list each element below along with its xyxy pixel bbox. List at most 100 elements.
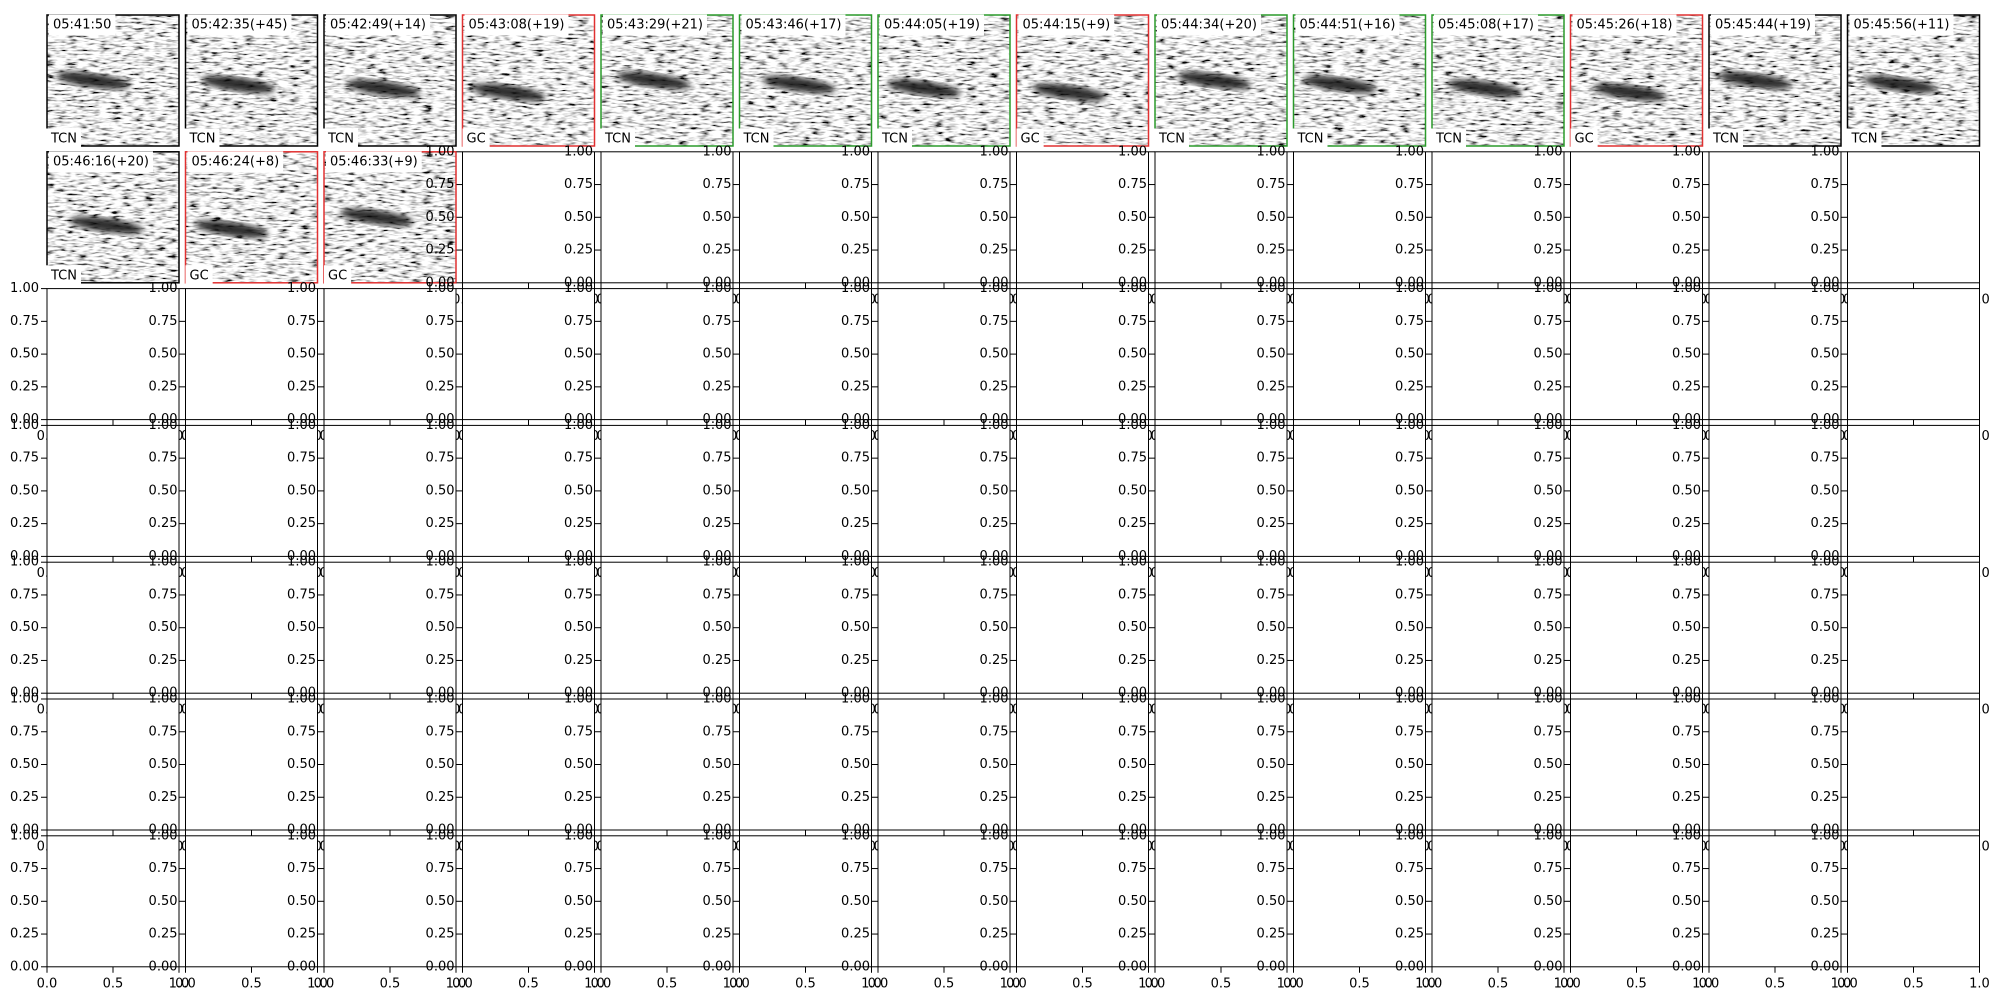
y-tick-label: 1.00 [1257,828,1286,843]
y-tick-label: 0.50 [426,894,455,909]
panel-label-box [1846,128,1882,150]
y-tick-label: 0.75 [1672,724,1701,739]
axes-frame [1293,424,1426,557]
panel-title: 05:45:56(+11) [1854,18,1950,33]
y-tick-label: 1.00 [841,555,870,570]
y-tick-label: 1.00 [1672,828,1701,843]
y-tick-label: 0.75 [287,451,316,466]
y-tick-label: 0.25 [287,927,316,942]
y-tick-label: 1.00 [564,281,593,296]
y-tick-label: 0.75 [841,861,870,876]
panel-title: 05:45:26(+18) [1577,18,1673,33]
panel-title: 05:43:29(+21) [607,18,703,33]
y-tick-label: 1.00 [287,281,316,296]
y-tick-label: 0.00 [1811,959,1840,974]
y-tick-label: 0.75 [1257,451,1286,466]
y-tick-label: 1.00 [564,144,593,159]
y-tick-label: 0.75 [980,861,1009,876]
y-tick-label: 0.25 [10,516,39,531]
y-tick-label: 0.50 [1395,757,1424,772]
panel-title: 05:43:46(+17) [746,18,842,33]
empty-axes: 0.000.250.500.751.000.00.51.0 [1534,281,1713,444]
x-tick-label: 1.0 [446,976,467,991]
axes-frame [877,151,1011,284]
axes-frame [462,561,595,694]
y-tick-label: 0.00 [149,686,178,701]
y-tick-label: 0.50 [1672,347,1701,362]
axes-frame [1708,835,1842,968]
y-tick-label: 0.75 [1395,724,1424,739]
y-tick-label: 0.50 [1811,210,1840,225]
spectrogram-image [1847,15,1980,146]
y-tick-label: 1.00 [564,692,593,707]
y-tick-label: 0.75 [149,451,178,466]
y-tick-label: 0.00 [287,412,316,427]
y-tick-label: 1.00 [1395,692,1424,707]
axes-frame [1016,288,1149,421]
y-tick-label: 0.50 [980,620,1009,635]
y-tick-label: 1.00 [10,281,39,296]
axes-frame [739,424,872,557]
y-tick-label: 0.75 [1395,177,1424,192]
y-tick-label: 0.75 [1672,314,1701,329]
x-tick-label: 0.5 [1903,976,1924,991]
y-tick-label: 0.00 [10,823,39,838]
axes-frame [877,698,1011,831]
y-tick-label: 1.00 [1118,692,1147,707]
y-tick-label: 1.00 [287,692,316,707]
y-tick-label: 1.00 [1811,418,1840,433]
axes-frame [877,835,1011,968]
y-tick-label: 0.75 [426,314,455,329]
signal-blob [472,83,546,101]
y-tick-label: 0.25 [1395,516,1424,531]
y-tick-label: 0.00 [841,412,870,427]
panel-label-box [185,265,213,287]
y-tick-label: 0.50 [1118,620,1147,635]
axes-frame [1708,151,1842,284]
y-tick-label: 0.00 [1395,412,1424,427]
panel-title: 05:46:33(+9) [330,154,418,169]
y-tick-label: 1.00 [1257,555,1286,570]
y-tick-label: 0.00 [841,823,870,838]
panel-title: 05:44:05(+19) [884,18,980,33]
panel-label-box [323,128,358,150]
y-tick-label: 0.75 [1534,177,1563,192]
y-tick-label: 0.25 [1811,653,1840,668]
empty-axes: 0.000.250.500.751.000.00.51.0 [1118,418,1297,581]
y-tick-label: 0.25 [1672,790,1701,805]
y-tick-label: 1.00 [1534,418,1563,433]
y-tick-label: 1.00 [1118,418,1147,433]
spectrogram-panel: 05:43:46(+17) TCN [738,14,873,150]
y-tick-label: 1.00 [426,418,455,433]
y-tick-label: 0.50 [1534,894,1563,909]
y-tick-label: 0.00 [1534,275,1563,290]
y-tick-label: 0.00 [1672,959,1701,974]
axes-frame [1570,288,1703,421]
y-tick-label: 0.25 [149,790,178,805]
axes-frame [1016,698,1149,831]
y-tick-label: 1.00 [287,555,316,570]
y-tick-label: 0.50 [841,483,870,498]
y-tick-label: 0.75 [1395,451,1424,466]
y-tick-label: 1.00 [564,555,593,570]
y-tick-label: 0.50 [1672,894,1701,909]
empty-axes: 0.000.250.500.751.000.00.51.0 [703,555,882,718]
spectrogram-image [1293,15,1426,146]
y-tick-label: 0.50 [10,757,39,772]
y-tick-label: 0.75 [10,724,39,739]
y-tick-label: 0.00 [1395,686,1424,701]
panel-label-box [1292,128,1328,150]
empty-axes: 0.000.250.500.751.000.00.51.0 [149,555,328,718]
y-tick-label: 0.00 [287,823,316,838]
spectrogram-image [324,151,456,283]
y-tick-label: 0.00 [980,549,1009,564]
spectrogram-image [185,15,318,146]
spectrogram-panel: 05:46:24(+8) GC [184,151,319,287]
spectrogram-image [462,15,595,146]
y-tick-label: 0.00 [703,959,732,974]
y-tick-label: 0.75 [426,724,455,739]
y-tick-label: 1.00 [980,281,1009,296]
panel-label: TCN [189,132,216,147]
y-tick-label: 0.00 [564,412,593,427]
